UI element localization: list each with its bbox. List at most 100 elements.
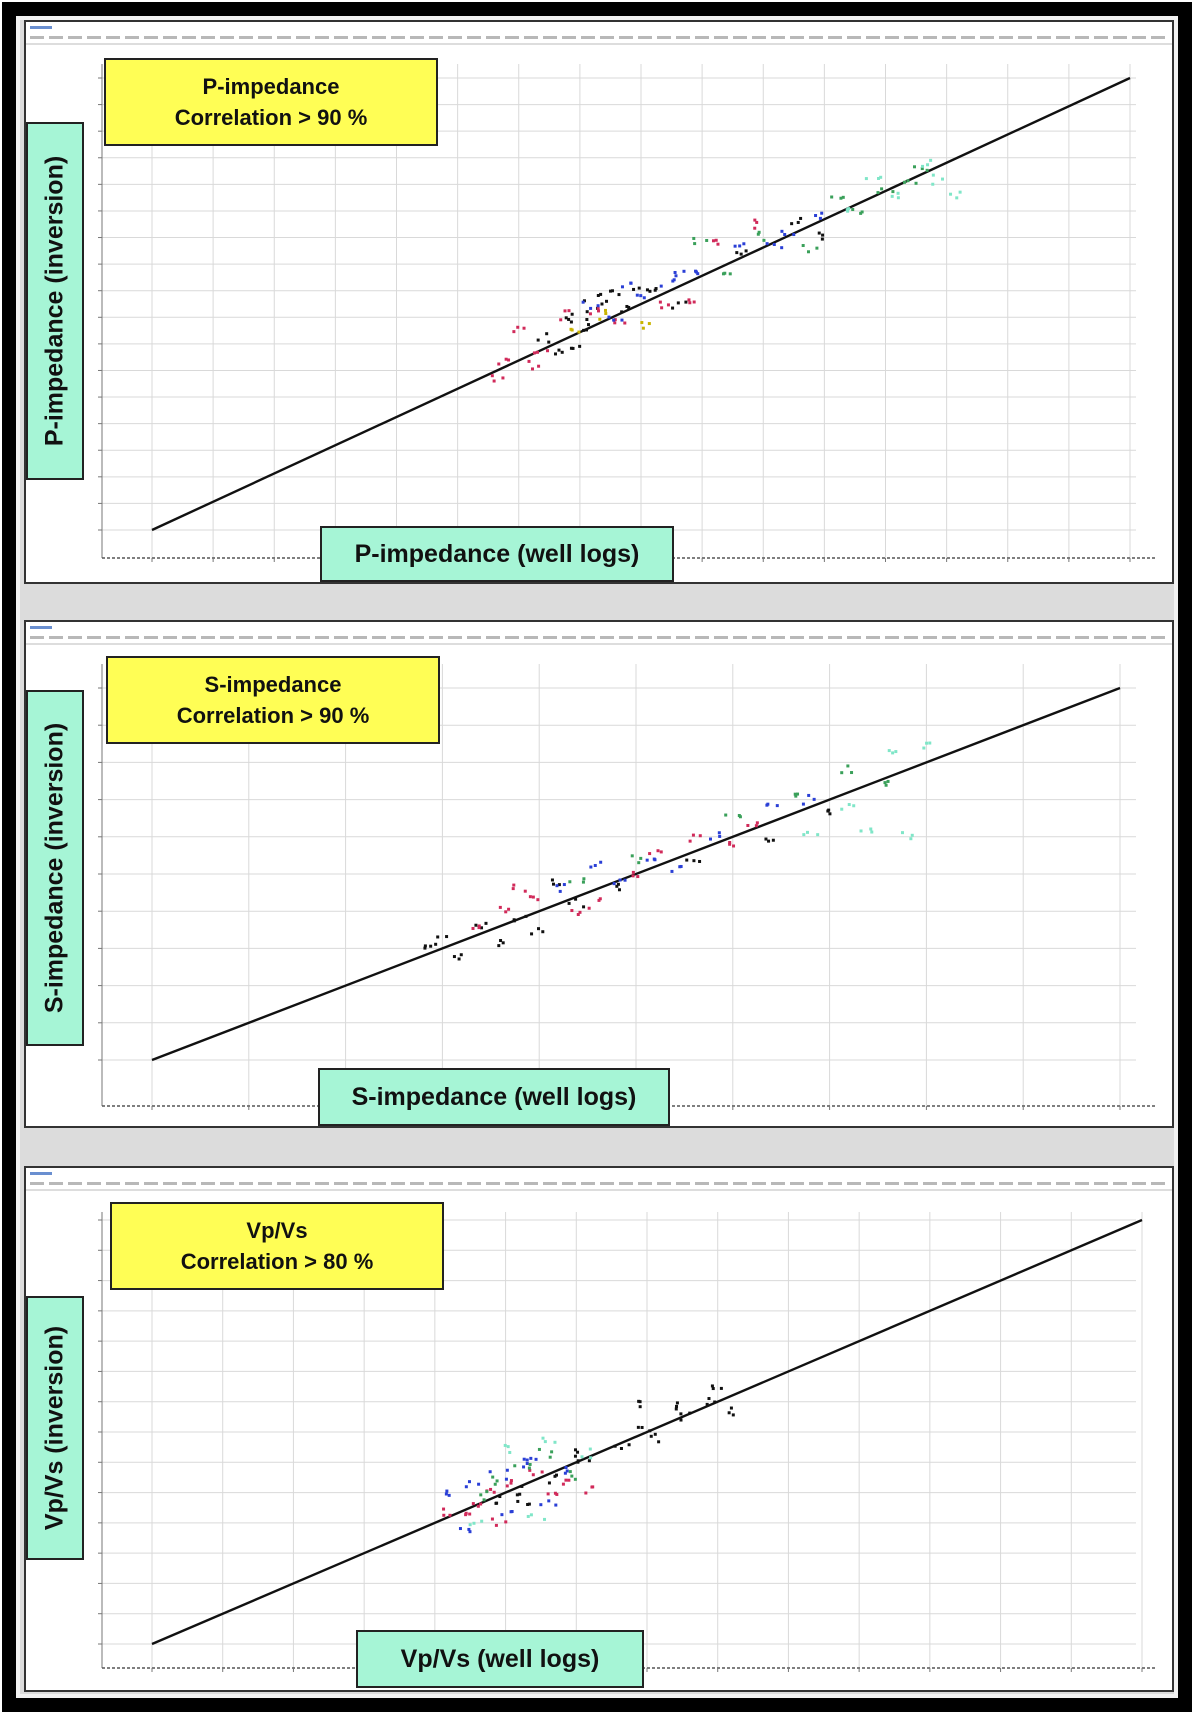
scatter-point [472, 1521, 476, 1525]
scatter-point [620, 310, 624, 314]
p-impedance-plot [26, 22, 1172, 562]
scatter-point [660, 306, 664, 310]
scatter-point [864, 177, 868, 181]
scatter-point [629, 281, 633, 285]
header-text-placeholder [372, 1182, 386, 1185]
header-text-placeholder [619, 36, 633, 39]
scatter-point [516, 1499, 520, 1503]
scatter-point [890, 194, 894, 198]
scatter-point [522, 1465, 526, 1469]
scatter-point [501, 376, 505, 380]
scatter-point [445, 935, 449, 939]
header-text-placeholder [1037, 36, 1051, 39]
scatter-point [733, 244, 737, 248]
scatter-point [498, 905, 502, 909]
scatter-point [589, 1456, 593, 1460]
scatter-point [755, 220, 759, 224]
scatter-point [485, 1490, 489, 1494]
header-text-placeholder [524, 36, 538, 39]
header-text-placeholder [828, 1182, 842, 1185]
scatter-point [467, 1480, 471, 1484]
header-text-placeholder [220, 1182, 234, 1185]
header-text-placeholder [315, 1182, 329, 1185]
scatter-point [529, 1513, 533, 1517]
header-text-placeholder [353, 1182, 367, 1185]
header-text-placeholder [714, 36, 728, 39]
scatter-point [569, 320, 573, 324]
header-text-placeholder [695, 1182, 709, 1185]
scatter-point [648, 289, 652, 293]
header-text-placeholder [904, 36, 918, 39]
scatter-point [839, 196, 843, 200]
header-text-placeholder [600, 1182, 614, 1185]
scatter-point [817, 231, 821, 235]
scatter-point [585, 317, 589, 321]
header-text-placeholder [334, 636, 348, 639]
scatter-point [537, 364, 541, 368]
header-text-placeholder [752, 36, 766, 39]
scatter-point [812, 797, 816, 801]
header-text-placeholder [429, 36, 443, 39]
header-text-placeholder [1094, 36, 1108, 39]
header-text-placeholder [467, 1182, 481, 1185]
scatter-point [884, 783, 888, 787]
scatter-point [631, 870, 635, 874]
scatter-point [507, 358, 511, 362]
scatter-point [958, 190, 962, 194]
header-link-placeholder [30, 26, 52, 29]
header-text-placeholder [733, 36, 747, 39]
scatter-point [807, 793, 811, 797]
scatter-point [692, 236, 696, 240]
scatter-point [555, 1473, 559, 1477]
scatter-point [635, 293, 639, 297]
header-text-placeholder [125, 36, 139, 39]
scatter-point [526, 1514, 530, 1518]
scatter-point [445, 1489, 449, 1493]
scatter-point [505, 1468, 509, 1472]
header-text-placeholder [923, 36, 937, 39]
scatter-point [587, 906, 591, 910]
scatter-point [671, 306, 675, 310]
scatter-series [845, 158, 962, 213]
scatter-point [666, 303, 670, 307]
scatter-point [610, 289, 614, 293]
scatter-point [620, 318, 624, 322]
header-text-placeholder [866, 1182, 880, 1185]
trend-line [151, 76, 1131, 532]
scatter-point [429, 944, 433, 948]
header-text-placeholder [277, 36, 291, 39]
header-text-placeholder [391, 636, 405, 639]
scatter-point [698, 859, 702, 863]
header-text-placeholder [961, 1182, 975, 1185]
scatter-point [448, 1513, 452, 1517]
header-text-placeholder [562, 36, 576, 39]
scatter-point [623, 878, 627, 882]
scatter-point [587, 1459, 591, 1463]
scatter-point [802, 833, 806, 837]
header-text-placeholder [467, 36, 481, 39]
scatter-series [471, 821, 759, 930]
scatter-point [522, 326, 526, 330]
scatter-point [557, 883, 561, 887]
scatter-point [682, 269, 686, 273]
header-text-placeholder [201, 1182, 215, 1185]
scatter-point [585, 310, 589, 314]
scatter-point [687, 298, 691, 302]
scatter-point [554, 1503, 558, 1507]
scatter-point [891, 751, 895, 755]
scatter-point [638, 1405, 642, 1409]
scatter-point [826, 809, 830, 813]
scatter-point [729, 1406, 733, 1410]
scatter-point [931, 182, 935, 186]
scatter-point [828, 812, 832, 816]
scatter-point [793, 792, 797, 796]
scatter-point [625, 304, 629, 308]
scatter-point [543, 1517, 547, 1521]
p-impedance-title: P-impedance [202, 74, 340, 99]
header-link-placeholder [30, 626, 52, 629]
scatter-point [529, 1456, 533, 1460]
scatter-point [567, 309, 571, 313]
scatter-point [554, 352, 558, 356]
scatter-point [507, 907, 511, 911]
scatter-point [816, 833, 820, 837]
